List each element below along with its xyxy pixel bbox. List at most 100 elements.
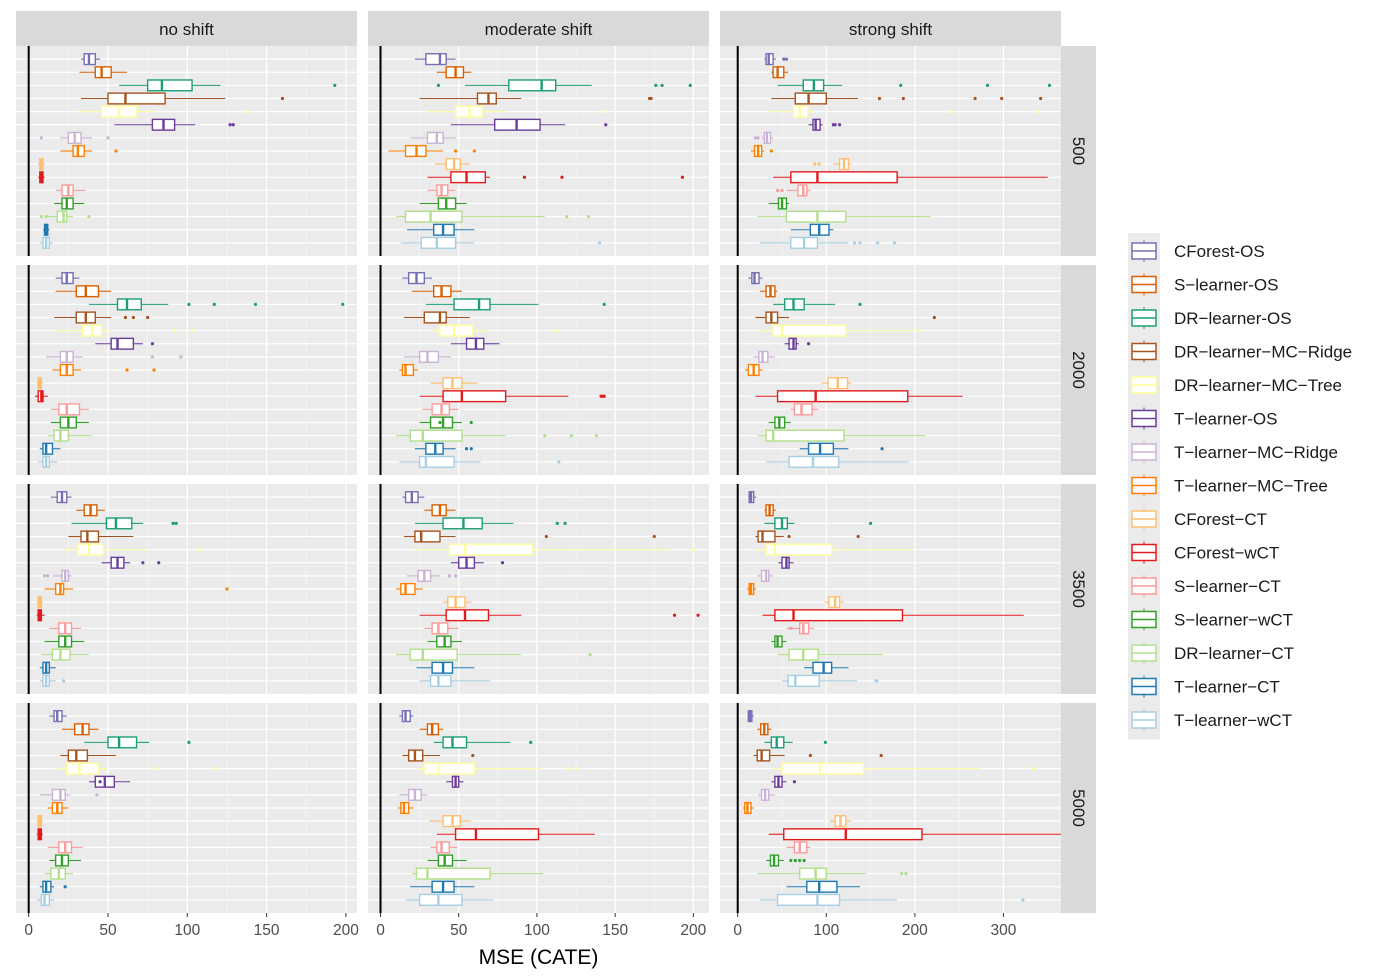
iqr-box bbox=[783, 828, 923, 841]
row-strip-label: 500 bbox=[1069, 137, 1088, 165]
column-strip-label: moderate shift bbox=[485, 20, 593, 39]
outlier-point bbox=[174, 521, 178, 525]
iqr-box bbox=[453, 298, 491, 311]
outlier-point bbox=[187, 302, 191, 306]
outlier-point bbox=[932, 315, 936, 320]
iqr-box bbox=[431, 622, 449, 635]
outlier-point bbox=[152, 368, 156, 372]
iqr-box bbox=[785, 210, 847, 223]
outlier-point bbox=[688, 83, 692, 87]
outlier-point bbox=[95, 793, 99, 797]
iqr-box bbox=[425, 53, 447, 66]
outlier-point bbox=[554, 329, 558, 333]
outlier-point bbox=[672, 613, 677, 617]
iqr-box bbox=[508, 79, 557, 92]
row-strip bbox=[1061, 265, 1096, 475]
outlier-point bbox=[469, 447, 473, 451]
iqr-box bbox=[794, 92, 827, 105]
x-tick-label: 0 bbox=[376, 922, 385, 939]
column-strip-label: no shift bbox=[159, 20, 214, 39]
row-strip-label: 2000 bbox=[1069, 351, 1088, 389]
outlier-point bbox=[901, 96, 905, 101]
x-tick-label: 0 bbox=[733, 922, 742, 939]
outlier-point bbox=[280, 96, 285, 101]
iqr-box bbox=[107, 736, 138, 749]
outlier-point bbox=[453, 574, 458, 578]
outlier-point bbox=[793, 858, 797, 863]
outlier-point bbox=[1021, 898, 1025, 902]
x-tick-label: 200 bbox=[902, 922, 928, 939]
iqr-box bbox=[429, 674, 452, 687]
iqr-box bbox=[409, 648, 458, 661]
outlier-point bbox=[782, 57, 786, 61]
column-strip bbox=[368, 11, 709, 46]
outlier-point bbox=[544, 534, 548, 539]
x-tick-label: 200 bbox=[680, 922, 706, 939]
panel bbox=[368, 46, 709, 256]
iqr-box bbox=[418, 893, 463, 906]
outlier-point bbox=[780, 188, 784, 192]
iqr-box bbox=[774, 609, 904, 622]
outlier-point bbox=[231, 123, 235, 127]
legend-label: T−learner−wCT bbox=[1174, 711, 1292, 730]
outlier-point bbox=[1031, 767, 1036, 771]
row-strip bbox=[1061, 46, 1096, 256]
legend-label: CForest-OS bbox=[1174, 242, 1265, 261]
outlier-point bbox=[813, 162, 817, 166]
outlier-point bbox=[555, 521, 559, 525]
outlier-point bbox=[647, 96, 652, 101]
row-strip bbox=[1061, 484, 1096, 694]
panel bbox=[720, 46, 1061, 256]
outlier-point bbox=[604, 123, 608, 127]
outlier-point bbox=[837, 123, 842, 127]
outlier-point bbox=[858, 241, 862, 245]
iqr-box bbox=[415, 867, 491, 880]
outlier-point bbox=[447, 574, 451, 578]
x-tick-label: 0 bbox=[24, 922, 33, 939]
legend-label: CForest−CT bbox=[1174, 510, 1267, 529]
iqr-box bbox=[806, 880, 838, 893]
iqr-box bbox=[772, 324, 847, 337]
outlier-point bbox=[44, 215, 48, 219]
iqr-box bbox=[94, 66, 112, 79]
legend-label: T−learner-OS bbox=[1174, 410, 1277, 429]
iqr-box bbox=[80, 530, 100, 543]
outlier-point bbox=[150, 355, 154, 359]
outlier-point bbox=[784, 57, 789, 61]
iqr-box bbox=[400, 582, 416, 596]
iqr-box bbox=[67, 749, 89, 762]
x-tick-label: 300 bbox=[990, 922, 1016, 939]
outlier-point bbox=[569, 434, 573, 438]
iqr-box bbox=[423, 311, 447, 324]
outlier-point bbox=[798, 858, 802, 863]
outlier-point bbox=[1037, 110, 1041, 114]
x-tick-label: 100 bbox=[524, 922, 550, 939]
outlier-point bbox=[680, 175, 685, 179]
outlier-point bbox=[150, 342, 154, 346]
outlier-point bbox=[106, 136, 110, 140]
outlier-point bbox=[46, 574, 50, 578]
outlier-point bbox=[808, 753, 812, 758]
outlier-point bbox=[157, 561, 161, 565]
panel bbox=[368, 484, 709, 694]
outlier-point bbox=[333, 83, 337, 87]
outlier-point bbox=[171, 521, 175, 525]
outlier-point bbox=[880, 447, 884, 451]
outlier-point bbox=[806, 342, 811, 346]
legend: CForest-OS S−learner-OS DR−learner-OS DR−le… bbox=[1128, 233, 1352, 740]
legend-label: DR−learner−CT bbox=[1174, 644, 1294, 663]
outlier-point bbox=[948, 110, 952, 114]
iqr-box bbox=[146, 79, 193, 92]
iqr-box bbox=[56, 210, 68, 223]
legend-label: S−learner-OS bbox=[1174, 276, 1278, 295]
column-strip bbox=[16, 11, 357, 46]
outlier-point bbox=[529, 740, 533, 744]
outlier-point bbox=[823, 740, 828, 744]
outlier-point bbox=[63, 885, 67, 889]
iqr-box bbox=[445, 609, 490, 622]
row-strip-label: 5000 bbox=[1069, 789, 1088, 827]
outlier-point bbox=[586, 215, 591, 219]
iqr-box bbox=[799, 867, 827, 880]
outlier-point bbox=[973, 96, 977, 101]
